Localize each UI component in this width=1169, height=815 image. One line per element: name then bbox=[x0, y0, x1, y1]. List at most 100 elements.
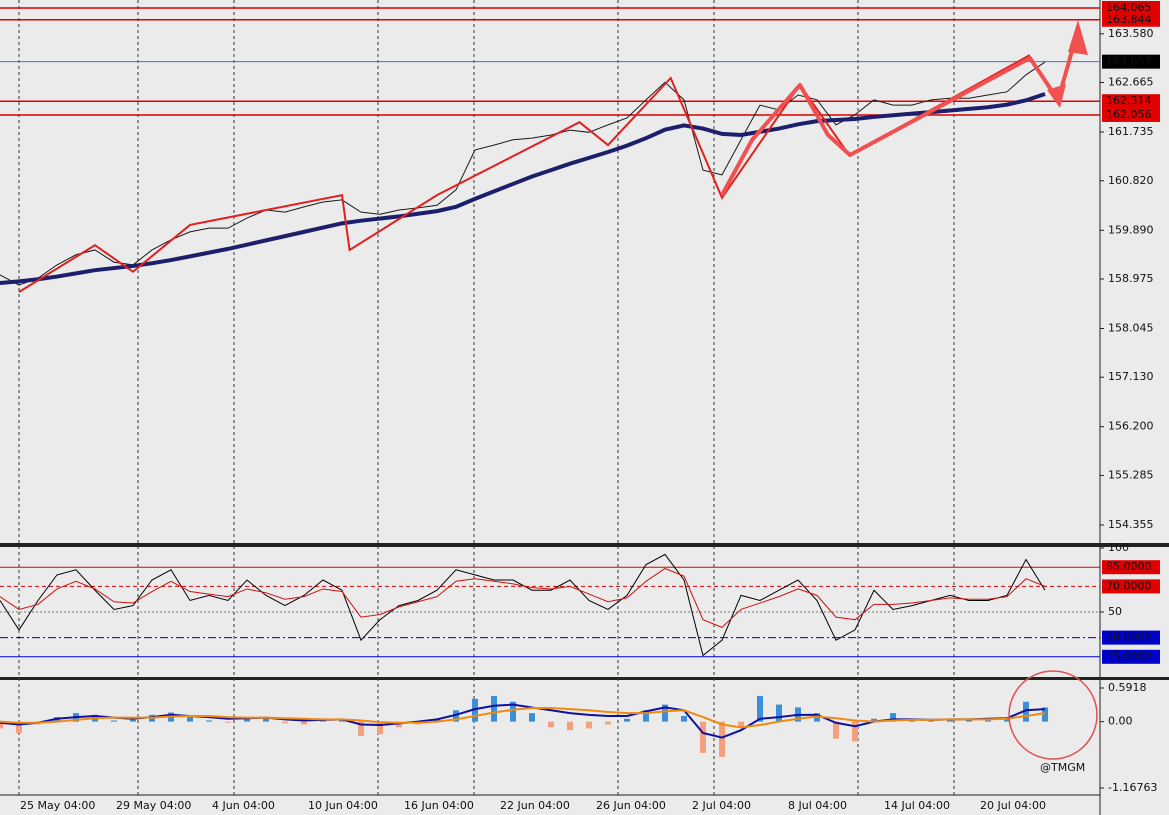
level-label: 85.0000 bbox=[1106, 560, 1152, 573]
histogram-bar bbox=[852, 721, 858, 742]
histogram-bar bbox=[662, 704, 668, 722]
histogram-bar bbox=[453, 710, 459, 722]
histogram-bar bbox=[510, 701, 516, 722]
histogram-bar bbox=[947, 719, 953, 722]
level-tag bbox=[1102, 12, 1160, 27]
histogram-bar bbox=[586, 721, 592, 729]
x-tick-label: 20 Jul 04:00 bbox=[980, 799, 1046, 812]
histogram-bar bbox=[225, 721, 231, 723]
histogram-bar bbox=[16, 721, 22, 734]
level-tag bbox=[1102, 630, 1160, 645]
level-tag bbox=[1102, 649, 1160, 664]
histogram-bar bbox=[966, 719, 972, 722]
level-tag bbox=[1102, 579, 1160, 594]
histogram-bar bbox=[928, 720, 934, 722]
histogram-bar bbox=[301, 721, 307, 725]
y-tick-label: 0.00 bbox=[1108, 715, 1133, 728]
x-tick-label: 2 Jul 04:00 bbox=[692, 799, 751, 812]
x-tick-label: 22 Jun 04:00 bbox=[500, 799, 570, 812]
series-line bbox=[0, 706, 1046, 729]
histogram-bar bbox=[377, 721, 383, 735]
histogram-bar bbox=[985, 720, 991, 722]
histogram-bar bbox=[548, 721, 554, 728]
histogram-bar bbox=[738, 721, 744, 728]
histogram-bar bbox=[567, 721, 573, 731]
histogram-bar bbox=[358, 721, 364, 736]
histogram-bar bbox=[890, 713, 896, 722]
x-tick-label: 8 Jul 04:00 bbox=[788, 799, 847, 812]
level-label: 30.0000 bbox=[1106, 631, 1152, 644]
arrow-head bbox=[1068, 20, 1088, 55]
series-line bbox=[0, 567, 1046, 628]
level-label: 162.056 bbox=[1106, 108, 1152, 121]
x-tick-label: 14 Jul 04:00 bbox=[884, 799, 950, 812]
histogram-bar bbox=[320, 720, 326, 722]
x-tick-label: 26 Jun 04:00 bbox=[596, 799, 666, 812]
histogram-bar bbox=[605, 721, 611, 725]
y-tick-label: 50 bbox=[1108, 605, 1122, 618]
histogram-bar bbox=[1042, 707, 1048, 722]
y-tick-label: 162.665 bbox=[1108, 76, 1154, 89]
y-tick-label: 0.5918 bbox=[1108, 681, 1147, 694]
arrow-head bbox=[1047, 84, 1066, 108]
histogram-bar bbox=[187, 717, 193, 722]
level-label: 162.314 bbox=[1106, 94, 1152, 107]
y-tick-label: 161.735 bbox=[1108, 125, 1154, 138]
y-tick-label: 158.975 bbox=[1108, 272, 1154, 285]
histogram-bar bbox=[871, 718, 877, 722]
histogram-bar bbox=[339, 719, 345, 722]
x-tick-label: 10 Jun 04:00 bbox=[308, 799, 378, 812]
x-tick-label: 25 May 04:00 bbox=[20, 799, 95, 812]
level-tag bbox=[1102, 94, 1160, 109]
histogram-bar bbox=[643, 710, 649, 722]
histogram-bar bbox=[111, 720, 117, 722]
histogram-bar bbox=[282, 721, 288, 724]
x-tick-label: 4 Jun 04:00 bbox=[212, 799, 275, 812]
y-tick-label: 100 bbox=[1108, 541, 1129, 554]
x-tick-label: 16 Jun 04:00 bbox=[404, 799, 474, 812]
y-tick-label: 159.890 bbox=[1108, 223, 1154, 236]
histogram-bar bbox=[1023, 701, 1029, 722]
histogram-bar bbox=[396, 721, 402, 728]
histogram-bar bbox=[244, 718, 250, 722]
watermark: @TMGM bbox=[1040, 761, 1085, 774]
y-tick-label: 157.130 bbox=[1108, 370, 1154, 383]
histogram-bar bbox=[206, 720, 212, 722]
panel-separator bbox=[0, 543, 1169, 547]
histogram-bar bbox=[472, 698, 478, 722]
histogram-bar bbox=[833, 721, 839, 739]
highlight-circle bbox=[1008, 670, 1098, 760]
y-tick-label: 154.355 bbox=[1108, 518, 1154, 531]
zigzag-line bbox=[18, 54, 1031, 293]
y-tick-label: 158.045 bbox=[1108, 321, 1154, 334]
y-tick-label: -1.16763 bbox=[1108, 781, 1157, 794]
level-label: 164.065 bbox=[1106, 1, 1152, 14]
y-tick-label: 160.820 bbox=[1108, 174, 1154, 187]
histogram-bar bbox=[0, 721, 3, 729]
histogram-bar bbox=[757, 696, 763, 722]
y-tick-label: 156.200 bbox=[1108, 420, 1154, 433]
panel-separator bbox=[0, 677, 1169, 680]
level-label: 15.0000 bbox=[1106, 650, 1152, 663]
histogram-bar bbox=[263, 718, 269, 722]
histogram-bar bbox=[700, 721, 706, 753]
histogram-bar bbox=[719, 721, 725, 757]
y-tick-label: 163.580 bbox=[1108, 27, 1154, 40]
y-tick-label: 155.285 bbox=[1108, 468, 1154, 481]
histogram-bar bbox=[491, 696, 497, 722]
series-line bbox=[0, 553, 1046, 657]
histogram-bar bbox=[529, 713, 535, 722]
level-label: 163.844 bbox=[1106, 13, 1152, 26]
histogram-bar bbox=[130, 719, 136, 722]
level-tag bbox=[1102, 54, 1160, 69]
level-label: 163.057 bbox=[1106, 55, 1152, 68]
histogram-bar bbox=[1004, 718, 1010, 722]
x-tick-label: 29 May 04:00 bbox=[116, 799, 191, 812]
histogram-bar bbox=[776, 704, 782, 722]
level-label: 70.0000 bbox=[1106, 579, 1152, 592]
level-tag bbox=[1102, 107, 1160, 122]
histogram-bar bbox=[681, 715, 687, 722]
level-tag bbox=[1102, 560, 1160, 575]
